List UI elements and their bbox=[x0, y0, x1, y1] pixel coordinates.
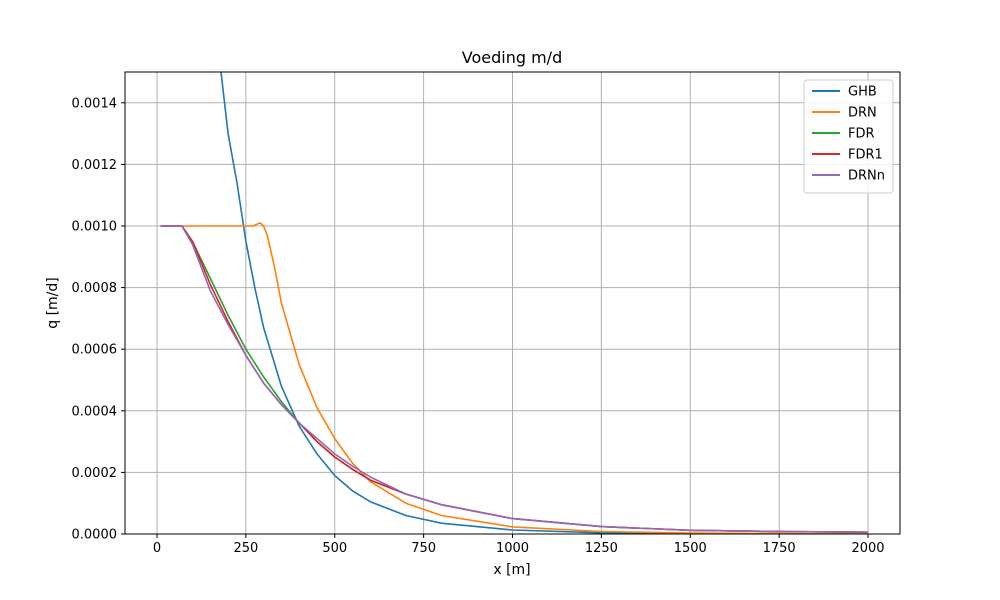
legend: GHB DRN FDR FDR1 DRNn bbox=[803, 79, 894, 194]
legend-box bbox=[803, 79, 894, 194]
x-axis-title: x [m] bbox=[493, 562, 530, 578]
legend-label-fdr: FDR bbox=[848, 127, 875, 142]
x-tick-label: 1500 bbox=[674, 541, 707, 556]
x-tick-label: 250 bbox=[233, 541, 258, 556]
x-tick-label: 2000 bbox=[851, 541, 884, 556]
y-tick-label: 0.0012 bbox=[72, 158, 118, 173]
legend-label-fdr1: FDR1 bbox=[848, 148, 883, 163]
series-line-drn bbox=[160, 222, 869, 534]
legend-label-drnn: DRNn bbox=[848, 169, 885, 184]
y-tick-label: 0.0004 bbox=[72, 404, 118, 419]
y-tick-label: 0.0010 bbox=[72, 220, 118, 235]
chart-title: Voeding m/d bbox=[462, 48, 562, 67]
y-tick-label: 0.0008 bbox=[72, 281, 118, 296]
y-tick-label: 0.0006 bbox=[72, 343, 118, 358]
y-axis-title: q [m/d] bbox=[45, 277, 61, 329]
axis-ticks: 0 250 500 750 1000 1250 1500 1750 2000 0.0000 0.00… bbox=[72, 96, 885, 556]
x-tick-label: 0 bbox=[153, 541, 161, 556]
y-tick-label: 0.0014 bbox=[72, 96, 118, 111]
series-line-ghb bbox=[220, 72, 869, 534]
x-tick-label: 1750 bbox=[763, 541, 796, 556]
y-tick-label: 0.0000 bbox=[72, 528, 118, 543]
x-tick-label: 1000 bbox=[496, 541, 529, 556]
x-tick-label: 500 bbox=[322, 541, 347, 556]
legend-label-ghb: GHB bbox=[848, 85, 877, 100]
y-tick-label: 0.0002 bbox=[72, 466, 118, 481]
series-group bbox=[160, 72, 869, 534]
legend-label-drn: DRN bbox=[848, 106, 877, 121]
series-line-drnn bbox=[160, 225, 869, 533]
x-tick-label: 1250 bbox=[585, 541, 618, 556]
x-tick-label: 750 bbox=[411, 541, 436, 556]
